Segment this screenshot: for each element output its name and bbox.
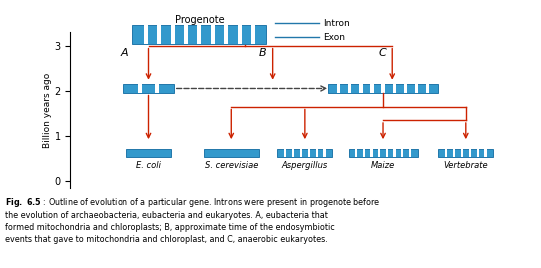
Bar [138, 84, 142, 92]
Bar [386, 149, 388, 157]
Bar [211, 25, 215, 44]
Bar [197, 25, 201, 44]
Text: B: B [259, 48, 267, 58]
Bar [371, 149, 373, 157]
Text: $\bf{Fig.\ 6.5}$ : Outline of evolution of a particular gene. Introns were prese: $\bf{Fig.\ 6.5}$ : Outline of evolution … [5, 196, 381, 244]
Bar [404, 84, 407, 92]
Bar [355, 149, 357, 157]
Y-axis label: Billion years ago: Billion years ago [43, 72, 51, 147]
Bar [363, 149, 365, 157]
Bar [414, 84, 418, 92]
Text: C: C [378, 48, 386, 58]
Text: Aspergillus: Aspergillus [282, 161, 328, 170]
Bar [461, 149, 463, 157]
Text: Vertebrate: Vertebrate [444, 161, 488, 170]
Text: S. cerevisiae: S. cerevisiae [204, 161, 258, 170]
Bar [393, 149, 395, 157]
Bar [484, 149, 486, 157]
Bar [409, 149, 411, 157]
Bar [184, 25, 188, 44]
Bar [133, 25, 266, 44]
Text: Intron: Intron [324, 19, 350, 28]
Bar [315, 149, 318, 157]
Bar [381, 84, 385, 92]
Bar [445, 149, 447, 157]
Bar [300, 149, 302, 157]
Bar [155, 84, 159, 92]
Bar [328, 84, 438, 92]
Text: E. coli: E. coli [136, 161, 161, 170]
Bar [170, 25, 175, 44]
Bar [126, 149, 171, 157]
Text: A: A [121, 48, 129, 58]
Bar [123, 84, 174, 92]
Bar [453, 149, 455, 157]
Text: Maize: Maize [371, 161, 395, 170]
Bar [371, 84, 373, 92]
Bar [308, 149, 310, 157]
Bar [348, 84, 352, 92]
Bar [426, 84, 428, 92]
Bar [277, 149, 332, 157]
Bar [401, 149, 403, 157]
Bar [393, 84, 395, 92]
Bar [284, 149, 286, 157]
Bar [292, 149, 294, 157]
Bar [203, 149, 259, 157]
Bar [324, 149, 326, 157]
Bar [477, 149, 479, 157]
Bar [157, 25, 161, 44]
Bar [378, 149, 380, 157]
Bar [224, 25, 228, 44]
Bar [144, 25, 148, 44]
Bar [251, 25, 255, 44]
Bar [348, 149, 418, 157]
Bar [438, 149, 493, 157]
Bar [338, 84, 340, 92]
Bar [359, 84, 362, 92]
Text: Progenote: Progenote [175, 15, 224, 25]
Text: Exon: Exon [324, 33, 346, 42]
Bar [237, 25, 241, 44]
Bar [469, 149, 471, 157]
